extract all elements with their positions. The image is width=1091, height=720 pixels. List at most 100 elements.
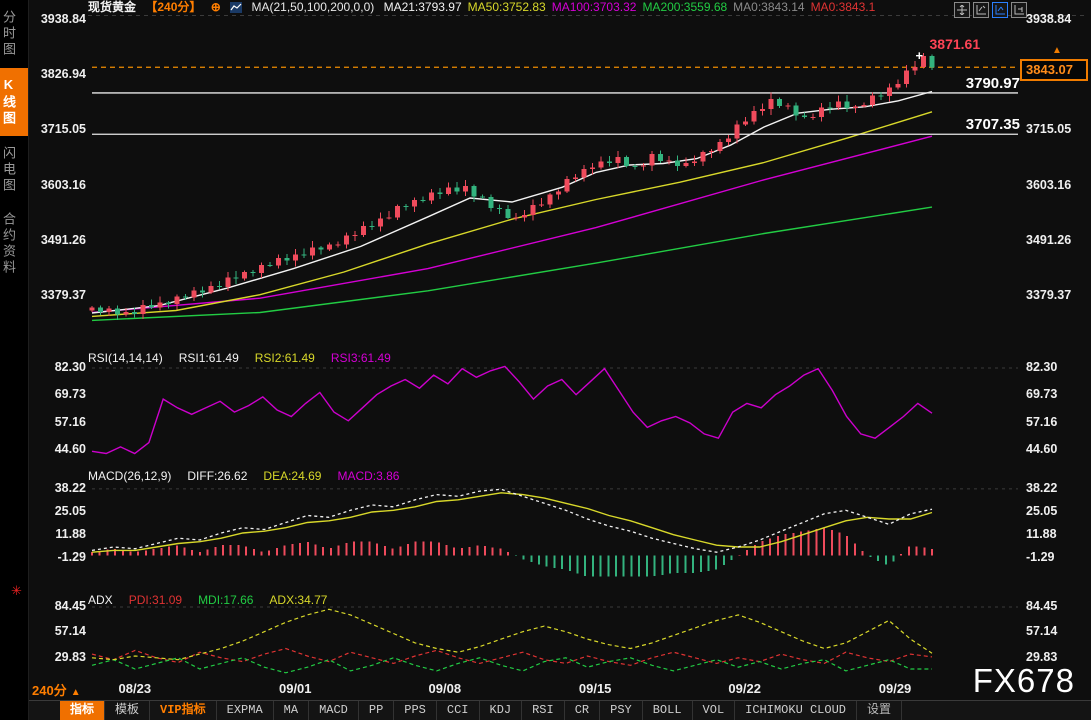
y-axis-label: 69.73 bbox=[1026, 387, 1058, 402]
ma-line-ma200 bbox=[91, 206, 933, 322]
brand-watermark: FX678 bbox=[972, 662, 1075, 699]
y-axis-label: 84.45 bbox=[1026, 598, 1058, 613]
sidebar-tab-time-chart[interactable]: 分时图 bbox=[1, 10, 16, 58]
macd-legend: MACD(26,12,9) DIFF:26.62 DEA:24.69 MACD:3.8… bbox=[88, 469, 415, 484]
toolbar-item-ma[interactable]: MA bbox=[274, 701, 310, 720]
toolbar-item-pp[interactable]: PP bbox=[359, 701, 395, 720]
auto-scale-icon[interactable] bbox=[992, 2, 1008, 18]
hline-label-lower: 3707.35 bbox=[965, 116, 1020, 134]
rsi-params-label[interactable]: RSI(14,14,14) bbox=[88, 351, 163, 365]
toolbar-item-expma[interactable]: EXPMA bbox=[217, 701, 274, 720]
ma-value-label: MA21:3793.97 bbox=[383, 0, 462, 14]
ma-value-label: MA200:3559.68 bbox=[642, 0, 728, 14]
last-price-tag[interactable]: 3843.07 bbox=[1020, 59, 1088, 82]
toolbar-item-vol[interactable]: VOL bbox=[693, 701, 736, 720]
x-axis-shift-icon[interactable] bbox=[1011, 2, 1027, 18]
indicator-value-label: DIFF:26.62 bbox=[187, 469, 248, 483]
macd-dea-line bbox=[91, 492, 933, 553]
indicator-value-label: MDI:17.66 bbox=[198, 593, 254, 607]
high-price-annotation: 3871.61 bbox=[929, 36, 981, 53]
ma-settings-label[interactable]: MA(21,50,100,200,0,0) bbox=[251, 0, 375, 14]
pan-tool-icon[interactable] bbox=[954, 2, 970, 18]
macd-params-label[interactable]: MACD(26,12,9) bbox=[88, 469, 172, 483]
high-cross-marker: + bbox=[915, 48, 924, 64]
y-axis-label: 57.16 bbox=[1026, 414, 1058, 429]
candles bbox=[89, 53, 935, 321]
y-axis-label: 57.14 bbox=[54, 624, 86, 639]
timeframe-label[interactable]: 【240分】 bbox=[145, 0, 202, 14]
toolbar-item-cci[interactable]: CCI bbox=[437, 701, 480, 720]
toolbar-item-设置[interactable]: 设置 bbox=[857, 701, 902, 720]
main-legend: 现货黄金 【240分】 ⊕ MA(21,50,100,200,0,0) MA21… bbox=[88, 0, 887, 16]
y-axis-label: 3491.26 bbox=[40, 232, 86, 247]
y-axis-label: 57.16 bbox=[54, 414, 86, 429]
toolbar-item-rsi[interactable]: RSI bbox=[522, 701, 565, 720]
y-axis-label: 82.30 bbox=[1026, 359, 1058, 374]
y-axis-label: -1.29 bbox=[1026, 549, 1055, 564]
ma-line-ma21 bbox=[91, 90, 933, 314]
ma-value-label: MA0:3843.14 bbox=[733, 0, 805, 14]
x-axis-date-label: 09/22 bbox=[728, 681, 761, 696]
toolbar-item-cr[interactable]: CR bbox=[565, 701, 601, 720]
adx-legend: ADX PDI:31.09 MDI:17.66 ADX:34.77 bbox=[88, 593, 343, 608]
toolbar-item-psy[interactable]: PSY bbox=[600, 701, 643, 720]
y-axis-label: 3938.84 bbox=[1026, 12, 1072, 26]
y-axis-label: 3603.16 bbox=[1026, 177, 1072, 192]
timeframe-up-icon: ▲ bbox=[70, 687, 81, 698]
ma-line-ma50 bbox=[91, 111, 933, 318]
y-axis-label: 25.05 bbox=[1026, 503, 1058, 518]
x-axis-date-label: 09/29 bbox=[878, 681, 912, 696]
rsi-legend: RSI(14,14,14) RSI1:61.49 RSI2:61.49 RSI3:61… bbox=[88, 351, 407, 366]
ma-values-group: MA21:3793.97 MA50:3752.83 MA100:3703.32 MA2… bbox=[384, 0, 882, 14]
indicator-value-label: DEA:24.69 bbox=[263, 469, 322, 483]
alert-burst-icon[interactable]: ✳ bbox=[11, 583, 22, 598]
y-axis-label: 11.88 bbox=[55, 526, 86, 541]
bottom-toolbar: 指标 模板 VIP指标 EXPMA MA MACD PP PPS CCI KDJ RSI CR PSY B… bbox=[28, 700, 1091, 720]
toolbar-item-指标[interactable]: 指标 bbox=[60, 701, 106, 720]
toolbar-item-boll[interactable]: BOLL bbox=[643, 701, 693, 720]
y-axis-label: 3715.05 bbox=[40, 122, 86, 137]
toolbar-item-macd[interactable]: MACD bbox=[309, 701, 359, 720]
macd-diff-line bbox=[91, 488, 933, 553]
toolbar-item-ichimoku-cloud[interactable]: ICHIMOKU CLOUD bbox=[735, 701, 857, 720]
hline-label-upper: 3790.97 bbox=[965, 74, 1020, 92]
y-axis-label: 38.22 bbox=[54, 480, 86, 495]
sidebar-tab-lightning-chart[interactable]: 闪电图 bbox=[1, 146, 16, 194]
indicator-value-label: RSI1:61.49 bbox=[178, 351, 239, 365]
x-axis-date-label: 09/08 bbox=[428, 681, 462, 696]
ma-value-label: MA0:3843.1 bbox=[810, 0, 876, 14]
y-axis-label: 38.22 bbox=[1026, 480, 1058, 495]
sidebar-tab-kline-chart[interactable]: K线图 bbox=[0, 68, 28, 136]
indicator-value-label: PDI:31.09 bbox=[128, 593, 183, 607]
price-up-arrow-icon: ▲ bbox=[1052, 45, 1062, 57]
toolbar-item-kdj[interactable]: KDJ bbox=[480, 701, 523, 720]
y-axis-label: 3938.84 bbox=[40, 12, 86, 26]
toolbar-item-pps[interactable]: PPS bbox=[394, 701, 437, 720]
y-axis-label: 57.14 bbox=[1026, 624, 1058, 639]
y-axis-label: 44.60 bbox=[1026, 441, 1058, 456]
y-axis-label: 84.45 bbox=[54, 598, 86, 613]
sidebar-tab-contract-info[interactable]: 合约资料 bbox=[1, 212, 16, 276]
ma-value-label: MA50:3752.83 bbox=[467, 0, 546, 14]
y-axis-label: 11.88 bbox=[1026, 526, 1057, 541]
indicator-value-label: RSI2:61.49 bbox=[254, 351, 315, 365]
toolbar-item-vip指标[interactable]: VIP指标 bbox=[150, 701, 217, 720]
symbol-title: 现货黄金 bbox=[88, 0, 137, 14]
y-axis-label: 25.05 bbox=[54, 503, 86, 518]
ma-value-label: MA100:3703.32 bbox=[551, 0, 637, 14]
x-axis-date-label: 09/01 bbox=[278, 681, 312, 696]
adx-line-adx bbox=[91, 608, 933, 661]
y-axis-label: 3826.94 bbox=[40, 67, 86, 82]
compare-icon[interactable]: ⊕ bbox=[210, 0, 221, 14]
y-axis-scale-icon[interactable] bbox=[973, 2, 989, 18]
y-axis-label: 29.83 bbox=[1026, 649, 1058, 664]
adx-params-label[interactable]: ADX bbox=[88, 593, 113, 607]
y-axis-label: 3491.26 bbox=[1026, 232, 1072, 247]
indicator-value-label: MACD:3.86 bbox=[337, 469, 400, 483]
rsi-line bbox=[91, 365, 933, 455]
y-axis-label: 3603.16 bbox=[40, 177, 86, 192]
toolbar-item-模板[interactable]: 模板 bbox=[105, 701, 151, 720]
timeframe-corner-button[interactable]: 240分 ▲ bbox=[30, 682, 85, 702]
chart-controls bbox=[954, 2, 1027, 18]
